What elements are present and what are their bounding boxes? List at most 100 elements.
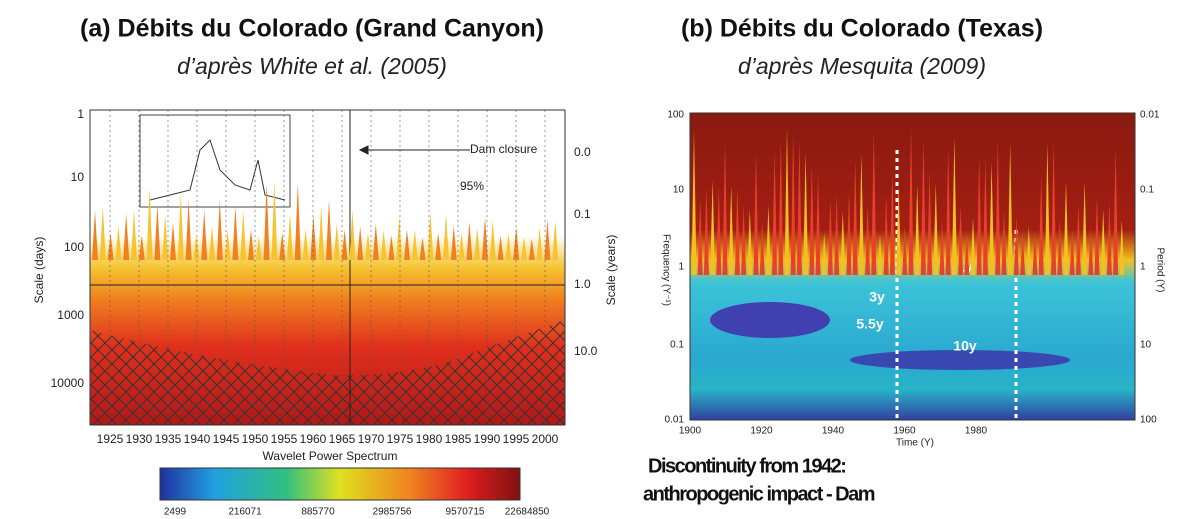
panel-b: (b) Débits du Colorado (Texas) d’après M… (638, 15, 1165, 508)
spike (271, 181, 278, 260)
spike (162, 215, 169, 260)
spike (834, 195, 840, 275)
spike (858, 153, 864, 275)
spike (123, 213, 130, 260)
spike (1119, 219, 1125, 275)
spike (372, 223, 379, 260)
spike (734, 186, 740, 275)
annotation: 95% (460, 179, 484, 193)
colorbar-tick-label: 2499 (164, 507, 187, 518)
x-tick-label: 1965 (329, 432, 356, 446)
spike (357, 226, 364, 260)
note-box (638, 453, 918, 508)
spike (951, 136, 957, 275)
spike (1094, 195, 1100, 275)
x-tick-label: 1900 (679, 426, 702, 437)
spike (1069, 229, 1075, 275)
spike (528, 238, 535, 260)
panel-a: (a) Débits du Colorado (Grand Canyon) d’… (32, 15, 618, 518)
spike (716, 186, 722, 275)
spike (552, 220, 559, 260)
spike (958, 205, 964, 275)
spike (435, 232, 442, 260)
y2-tick-label: 0.1 (574, 207, 591, 221)
spike (185, 200, 192, 260)
spike (326, 199, 332, 260)
spike (466, 221, 473, 260)
spike (989, 162, 995, 275)
spike (995, 139, 1001, 275)
y-tick-label: 1 (77, 107, 84, 121)
spike (170, 222, 176, 260)
spike (232, 206, 239, 260)
spike (871, 129, 877, 275)
x-label: Time (Y) (896, 438, 934, 449)
inset (139, 114, 291, 208)
spike (747, 208, 753, 275)
y2-tick-label: 1 (1140, 262, 1146, 273)
x-tick-label: 1970 (358, 432, 385, 446)
colorbar-title: Wavelet Power Spectrum (263, 449, 398, 463)
spike (1082, 181, 1088, 275)
y-tick-label: 0.01 (665, 415, 685, 426)
spike (691, 129, 697, 275)
y2-label: Period (Y) (1154, 247, 1165, 292)
spike (92, 210, 98, 260)
spike (703, 186, 709, 275)
spike (107, 233, 114, 260)
y2-tick-label: 0.0 (574, 145, 591, 159)
spike (790, 133, 796, 275)
spike (827, 199, 833, 275)
spike (365, 233, 371, 260)
colorbar-tick-label: 885770 (301, 507, 335, 518)
spike (177, 193, 184, 260)
spike (877, 234, 883, 275)
spike (349, 210, 356, 260)
spike (1075, 204, 1081, 275)
spike (341, 229, 348, 260)
spike (722, 142, 728, 275)
spike (710, 180, 716, 275)
spike (1100, 209, 1106, 275)
cone-of-influence (90, 320, 565, 425)
spike (1013, 216, 1019, 275)
spike (753, 153, 759, 275)
spike (201, 210, 208, 260)
y-tick-label: 0.1 (670, 340, 684, 351)
spike (489, 220, 496, 260)
spike (976, 157, 982, 275)
spike (419, 237, 426, 260)
spike (138, 235, 145, 260)
spike (99, 206, 106, 260)
colorbar-tick-label: 216071 (228, 507, 262, 518)
spike (889, 170, 895, 275)
title: (a) Débits du Colorado (Grand Canyon) (80, 15, 544, 43)
spike (1063, 180, 1069, 275)
spike (404, 229, 410, 260)
spike (697, 199, 703, 275)
spike (146, 187, 153, 260)
spike (1032, 232, 1038, 275)
x-tick-label: 1980 (965, 426, 988, 437)
spike (883, 195, 889, 275)
colorbar-tick-label: 22684850 (505, 507, 550, 518)
y-tick-label: 10 (71, 170, 85, 184)
spike (224, 230, 231, 260)
spike (1038, 175, 1044, 275)
spike (154, 204, 161, 260)
spike (115, 225, 122, 260)
spike (1057, 218, 1063, 275)
spike (396, 216, 403, 260)
x-tick-label: 1940 (184, 432, 211, 446)
annotation: Dam closure (470, 142, 538, 156)
spike (1026, 226, 1032, 275)
spike (852, 159, 858, 275)
spike (920, 139, 926, 275)
x-tick-label: 1920 (750, 426, 773, 437)
y2-tick-label: 10 (1140, 340, 1152, 351)
spike (294, 182, 301, 260)
annotation: 10y (953, 338, 977, 354)
spike (728, 185, 734, 275)
spike (772, 150, 778, 275)
